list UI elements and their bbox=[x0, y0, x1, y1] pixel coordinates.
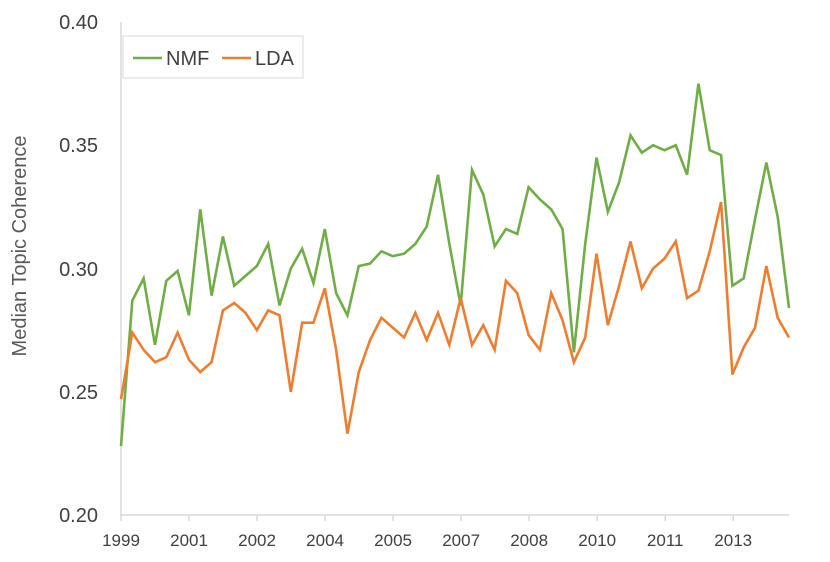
x-tick-label: 2013 bbox=[714, 531, 752, 550]
x-ticks: 1999 2001 2002 2004 2005 2007 2008 2010 2011 2013 bbox=[102, 515, 752, 550]
x-tick-label: 2002 bbox=[238, 531, 276, 550]
legend: NMF LDA bbox=[122, 35, 304, 79]
y-tick-label: 0.30 bbox=[59, 259, 98, 281]
legend-label-lda: LDA bbox=[255, 48, 295, 70]
legend-label-nmf: NMF bbox=[166, 48, 209, 70]
x-tick-label: 2011 bbox=[647, 531, 684, 550]
y-tick-label: 0.35 bbox=[59, 135, 98, 157]
x-tick-label: 2001 bbox=[170, 531, 208, 550]
series-line-lda bbox=[119, 201, 791, 434]
y-tick-label: 0.25 bbox=[59, 382, 98, 404]
x-tick-label: 2005 bbox=[374, 531, 412, 550]
x-tick-label: 2010 bbox=[578, 531, 616, 550]
y-tick-label: 0.40 bbox=[59, 12, 98, 34]
y-tick-labels: 0.20 0.25 0.30 0.35 0.40 bbox=[59, 12, 98, 527]
y-tick-label: 0.20 bbox=[59, 505, 98, 527]
x-tick-label: 1999 bbox=[102, 531, 140, 550]
y-axis-title: Median Topic Coherence bbox=[9, 136, 31, 357]
x-tick-label: 2004 bbox=[306, 531, 344, 550]
series-line-nmf bbox=[119, 83, 791, 447]
x-tick-label: 2008 bbox=[510, 531, 548, 550]
x-tick-label: 2007 bbox=[442, 531, 480, 550]
